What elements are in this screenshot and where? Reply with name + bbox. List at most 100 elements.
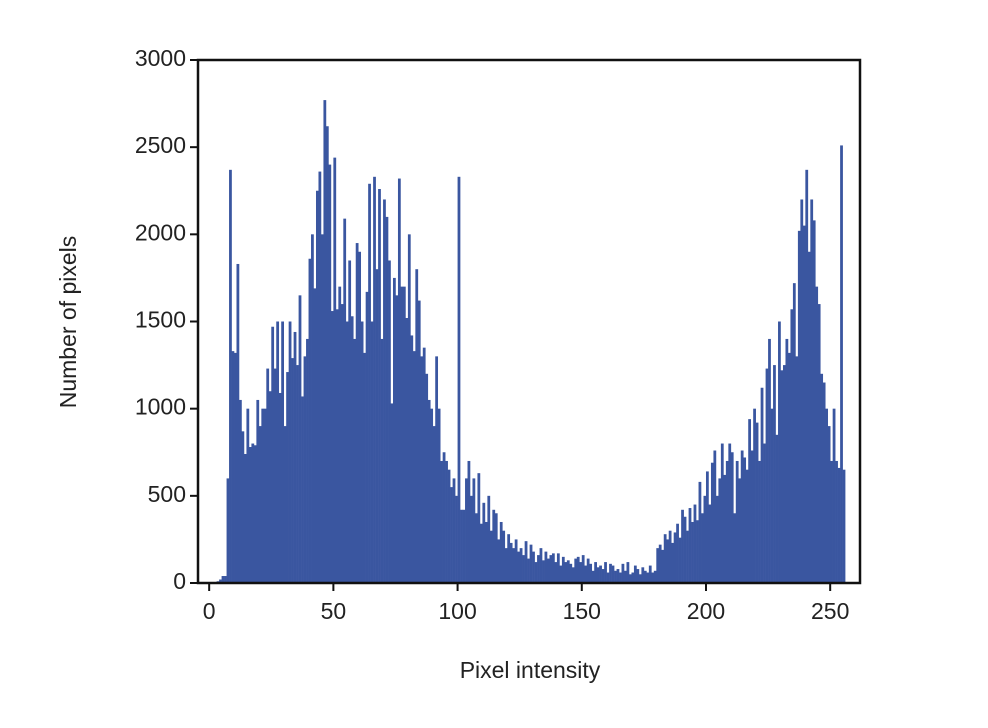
bar <box>447 469 451 583</box>
bar <box>638 574 642 583</box>
bar <box>226 478 230 583</box>
bar <box>296 365 299 583</box>
bar <box>653 570 657 583</box>
bar <box>780 370 784 583</box>
bar <box>688 508 692 583</box>
bar <box>589 563 593 583</box>
bar <box>666 539 670 583</box>
y-axis-label: Number of pixels <box>55 236 81 409</box>
bar <box>701 513 704 583</box>
bar <box>514 539 518 583</box>
bar <box>547 558 550 583</box>
bar <box>768 338 771 583</box>
bar <box>703 495 707 583</box>
bar <box>236 263 240 583</box>
bar <box>315 190 319 583</box>
bar <box>417 300 421 583</box>
bar <box>283 426 287 583</box>
bar <box>261 408 265 583</box>
bar <box>435 356 439 583</box>
bar <box>576 556 580 583</box>
bar <box>375 269 379 583</box>
bar <box>395 295 399 583</box>
bar <box>248 447 252 583</box>
bar <box>288 321 292 583</box>
bar <box>820 373 824 583</box>
bar <box>517 551 520 583</box>
bar <box>432 426 436 583</box>
bar <box>564 562 568 583</box>
bar <box>720 443 724 583</box>
bar <box>805 169 809 583</box>
bar <box>658 544 662 583</box>
bar <box>556 553 560 583</box>
bar <box>273 368 277 583</box>
bar <box>785 338 789 583</box>
bar <box>723 474 727 583</box>
bar <box>705 471 709 583</box>
bar <box>318 171 322 583</box>
bar <box>733 513 737 583</box>
bar <box>579 562 583 583</box>
bar <box>661 549 665 583</box>
bar <box>725 460 729 583</box>
bar <box>795 356 799 583</box>
bar <box>219 579 222 583</box>
bar <box>604 562 607 583</box>
bar <box>489 530 493 583</box>
bar <box>462 509 466 583</box>
bar <box>455 495 458 583</box>
bar <box>238 399 242 583</box>
bar <box>810 199 814 583</box>
bar <box>619 572 622 583</box>
bar <box>651 572 655 583</box>
bar <box>743 457 747 583</box>
bar <box>412 351 416 583</box>
bar <box>718 478 722 583</box>
x-tick-label: 150 <box>563 598 601 624</box>
bar <box>782 365 786 583</box>
x-tick-label: 0 <box>203 598 216 624</box>
bar <box>298 295 302 583</box>
x-tick-label: 50 <box>321 598 347 624</box>
bar <box>291 358 294 583</box>
bar <box>363 352 366 583</box>
bar <box>596 567 600 583</box>
y-tick-label: 1500 <box>135 307 186 333</box>
bar <box>745 469 749 583</box>
bar <box>519 548 523 583</box>
bar <box>420 356 424 583</box>
bar <box>686 530 689 583</box>
bar <box>405 318 409 583</box>
bar <box>301 396 304 583</box>
bar <box>760 387 764 583</box>
bar <box>837 467 841 583</box>
bar <box>728 443 732 583</box>
bar <box>646 572 650 583</box>
bar <box>698 481 702 583</box>
bar <box>815 286 819 583</box>
bar <box>221 576 225 583</box>
bar <box>328 164 332 583</box>
y-tick-label: 2000 <box>135 219 186 245</box>
y-tick-label: 1000 <box>135 394 186 420</box>
bar <box>437 408 441 583</box>
bar <box>268 391 272 583</box>
bar <box>333 157 337 584</box>
y-tick-label: 2500 <box>135 132 186 158</box>
bar <box>802 225 806 583</box>
bar <box>621 563 625 583</box>
bar <box>591 570 595 583</box>
bar <box>611 565 615 583</box>
bar <box>537 555 540 583</box>
bar <box>430 408 434 583</box>
x-axis-label: Pixel intensity <box>460 657 601 683</box>
bar <box>450 487 453 583</box>
bar <box>427 399 431 583</box>
bar <box>390 403 394 583</box>
bar <box>253 445 257 583</box>
bar <box>422 347 426 583</box>
bar <box>599 565 602 583</box>
bar <box>770 408 774 583</box>
